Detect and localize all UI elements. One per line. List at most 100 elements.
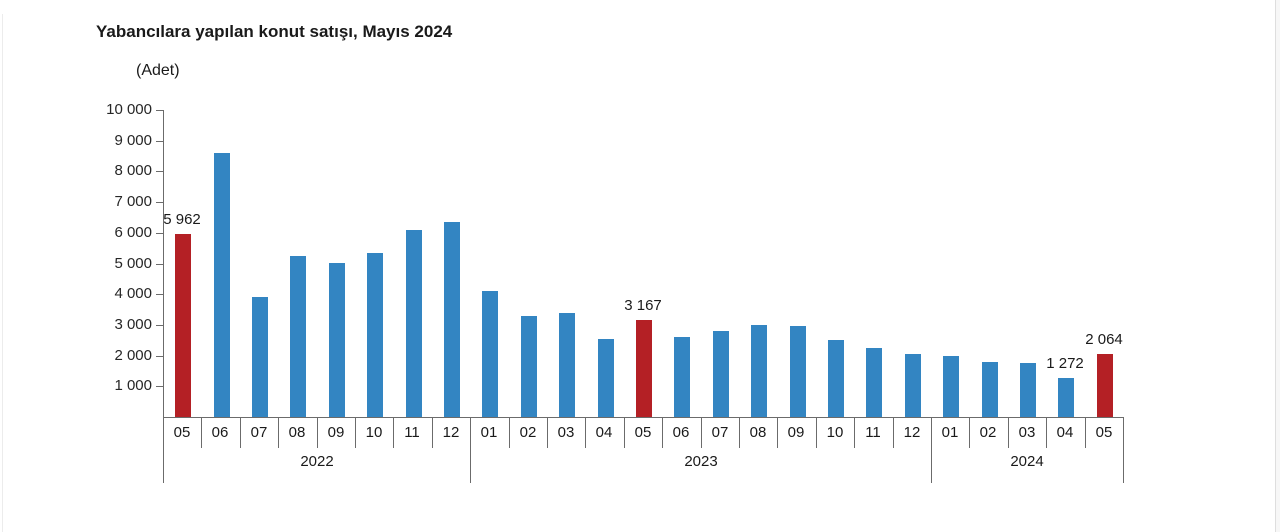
month-tick-label: 04 xyxy=(595,424,613,441)
y-axis-tick xyxy=(156,386,163,387)
y-axis-tick-label: 6 000 xyxy=(114,224,152,241)
bar xyxy=(1058,378,1074,417)
y-axis-tick-label: 7 000 xyxy=(114,193,152,210)
year-separator xyxy=(931,418,932,483)
bar-value-label: 3 167 xyxy=(624,297,662,314)
month-tick-label: 06 xyxy=(211,424,229,441)
month-separator xyxy=(317,418,318,448)
y-axis-tick-label: 1 000 xyxy=(114,377,152,394)
y-axis-tick-label: 10 000 xyxy=(106,101,152,118)
y-axis-tick-label: 5 000 xyxy=(114,255,152,272)
month-tick-label: 01 xyxy=(941,424,959,441)
y-axis-tick xyxy=(156,202,163,203)
month-tick-label: 03 xyxy=(1018,424,1036,441)
bar xyxy=(866,348,882,417)
plot-area xyxy=(163,110,1124,418)
bar-highlighted xyxy=(1097,354,1113,417)
month-separator xyxy=(547,418,548,448)
month-separator xyxy=(662,418,663,448)
month-tick-label: 11 xyxy=(865,424,881,441)
month-separator xyxy=(1008,418,1009,448)
month-separator xyxy=(777,418,778,448)
month-tick-label: 12 xyxy=(442,424,460,441)
month-tick-label: 09 xyxy=(327,424,345,441)
bar xyxy=(905,354,921,417)
month-tick-label: 01 xyxy=(480,424,498,441)
month-separator xyxy=(893,418,894,448)
y-axis-tick xyxy=(156,233,163,234)
bar xyxy=(559,313,575,417)
bar xyxy=(943,356,959,417)
month-tick-label: 10 xyxy=(365,424,383,441)
bar-value-label: 1 272 xyxy=(1046,355,1084,372)
bar xyxy=(252,297,268,417)
month-separator xyxy=(739,418,740,448)
month-tick-label: 05 xyxy=(634,424,652,441)
month-separator xyxy=(816,418,817,448)
y-axis-tick xyxy=(156,110,163,111)
month-separator xyxy=(1046,418,1047,448)
page-edge-left xyxy=(2,14,3,532)
month-separator xyxy=(201,418,202,448)
bar xyxy=(982,362,998,417)
y-axis-tick xyxy=(156,325,163,326)
bar xyxy=(214,153,230,417)
bar xyxy=(367,253,383,417)
month-tick-label: 08 xyxy=(288,424,306,441)
bar xyxy=(828,340,844,417)
bar xyxy=(444,222,460,417)
page-edge-right xyxy=(1275,0,1280,532)
month-separator xyxy=(432,418,433,448)
year-label: 2024 xyxy=(1010,453,1044,470)
month-separator xyxy=(509,418,510,448)
year-separator xyxy=(1123,418,1124,483)
month-separator xyxy=(969,418,970,448)
bar-highlighted xyxy=(175,234,191,417)
month-tick-label: 04 xyxy=(1056,424,1074,441)
month-tick-label: 11 xyxy=(404,424,420,441)
month-tick-label: 02 xyxy=(519,424,537,441)
y-axis-tick xyxy=(156,264,163,265)
y-axis-tick-label: 4 000 xyxy=(114,285,152,302)
bar-value-label: 2 064 xyxy=(1085,331,1123,348)
month-tick-label: 12 xyxy=(903,424,921,441)
month-tick-label: 05 xyxy=(1095,424,1113,441)
month-separator xyxy=(701,418,702,448)
month-tick-label: 07 xyxy=(711,424,729,441)
y-axis-tick xyxy=(156,356,163,357)
y-axis-tick-label: 2 000 xyxy=(114,347,152,364)
y-axis-tick xyxy=(156,294,163,295)
month-separator xyxy=(278,418,279,448)
bar xyxy=(329,263,345,417)
year-label: 2023 xyxy=(684,453,718,470)
month-separator xyxy=(240,418,241,448)
month-separator xyxy=(624,418,625,448)
month-separator xyxy=(393,418,394,448)
month-tick-label: 02 xyxy=(979,424,997,441)
month-tick-label: 05 xyxy=(173,424,191,441)
bar xyxy=(751,325,767,417)
y-axis-tick xyxy=(156,141,163,142)
bar xyxy=(406,230,422,417)
month-tick-label: 10 xyxy=(826,424,844,441)
bar xyxy=(521,316,537,417)
bar-highlighted xyxy=(636,320,652,417)
month-separator xyxy=(585,418,586,448)
y-axis-tick-label: 9 000 xyxy=(114,132,152,149)
month-tick-label: 03 xyxy=(557,424,575,441)
bar xyxy=(598,339,614,417)
bar xyxy=(790,326,806,417)
month-tick-label: 06 xyxy=(672,424,690,441)
bar xyxy=(290,256,306,417)
month-tick-label: 09 xyxy=(787,424,805,441)
month-separator xyxy=(854,418,855,448)
bar xyxy=(1020,363,1036,417)
bar xyxy=(674,337,690,417)
y-axis-tick-label: 8 000 xyxy=(114,162,152,179)
bar xyxy=(482,291,498,417)
y-axis-tick xyxy=(156,171,163,172)
axis-unit-label: (Adet) xyxy=(136,62,180,79)
year-separator xyxy=(163,418,164,483)
bar xyxy=(713,331,729,417)
